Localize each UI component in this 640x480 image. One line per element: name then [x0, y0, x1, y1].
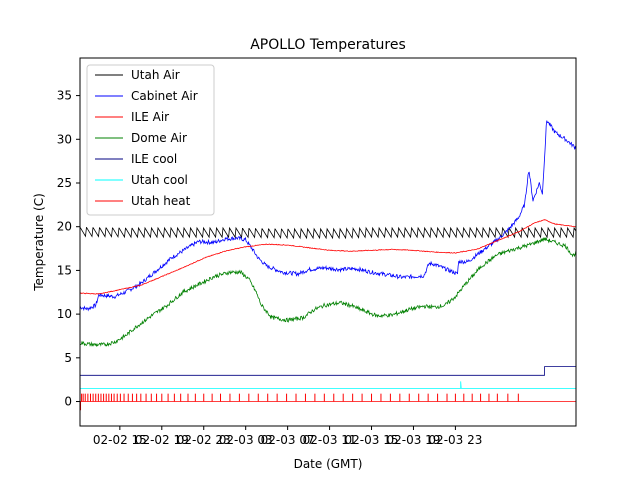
x-tick-label: 02-03 15 [345, 433, 399, 447]
legend-box [86, 64, 215, 216]
x-tick-label: 02-03 07 [261, 433, 315, 447]
series-dome-air [80, 237, 576, 348]
chart-title: APOLLO Temperatures [250, 37, 406, 53]
x-tick-label: 02-02 15 [93, 433, 147, 447]
x-tick-label: 02-02 23 [177, 433, 231, 447]
x-axis-label: Date (GMT) [294, 457, 363, 471]
legend-label: Cabinet Air [131, 89, 198, 103]
y-axis: 0 5 10 15 20 25 30 35 [57, 89, 80, 409]
y-axis-label: Temperature (C) [32, 193, 46, 292]
series-line [80, 120, 576, 312]
x-tick-label: 02-03 19 [386, 433, 440, 447]
series-ile-air [80, 219, 576, 295]
series-utah-cool [80, 381, 576, 389]
series-ile-cool [80, 366, 576, 376]
series-line [80, 366, 576, 376]
series-layer [80, 120, 576, 411]
x-tick-label: 02-03 11 [303, 433, 357, 447]
series-line [80, 219, 576, 295]
series-line [80, 237, 576, 348]
y-tick-label: 20 [57, 220, 72, 234]
plot-frame [79, 57, 577, 427]
y-tick-label: 5 [64, 351, 72, 365]
legend-label: Utah Air [131, 68, 180, 82]
y-tick-label: 0 [64, 395, 72, 409]
legend-label: ILE cool [131, 152, 177, 166]
y-tick-label: 30 [57, 132, 72, 146]
series-line [80, 381, 576, 389]
legend-label: Utah heat [131, 194, 191, 208]
y-tick-label: 15 [57, 263, 72, 277]
x-tick-label: 02-03 03 [219, 433, 273, 447]
legend-label: Utah cool [131, 173, 188, 187]
y-tick-label: 10 [57, 307, 72, 321]
series-line [80, 226, 576, 240]
legend-label: ILE Air [131, 110, 169, 124]
series-utah-heat [80, 393, 576, 411]
legend-label: Dome Air [131, 131, 187, 145]
x-tick-label: 02-03 23 [428, 433, 482, 447]
series-utah-air [80, 226, 576, 240]
y-tick-label: 35 [57, 89, 72, 103]
legend: Utah Air Cabinet Air ILE Air Dome Air ILE co… [86, 64, 215, 216]
x-tick-label: 02-02 19 [135, 433, 189, 447]
y-tick-label: 25 [57, 176, 72, 190]
series-cabinet-air [80, 120, 576, 312]
